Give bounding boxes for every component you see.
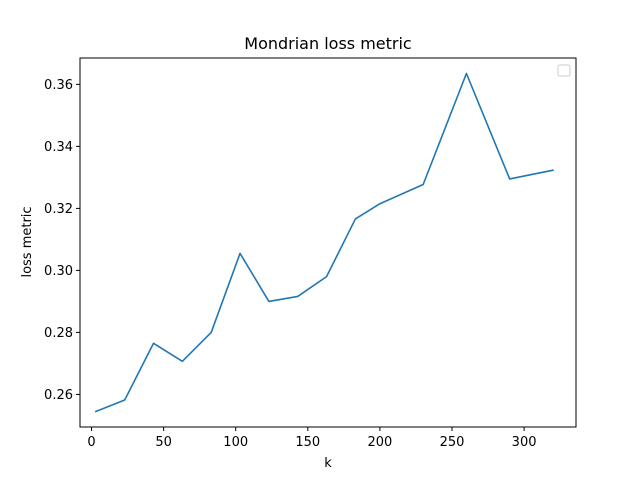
series-line bbox=[94, 72, 554, 413]
y-tick-label: 0.34 bbox=[44, 140, 73, 155]
plot-frame bbox=[79, 57, 577, 428]
y-tick-label: 0.36 bbox=[44, 78, 73, 93]
x-axis-ticks: 0 50 100 150 200 250 300 bbox=[87, 427, 537, 450]
x-tick-label: 250 bbox=[440, 435, 465, 450]
legend-box[interactable] bbox=[557, 64, 571, 77]
x-tick-label: 200 bbox=[367, 435, 392, 450]
y-tick-label: 0.26 bbox=[44, 388, 73, 403]
series-layer bbox=[94, 72, 554, 413]
y-tick-label: 0.28 bbox=[44, 326, 73, 341]
x-tick-label: 50 bbox=[155, 435, 172, 450]
y-axis-ticks: 0.26 0.28 0.30 0.32 0.34 0.36 bbox=[44, 78, 80, 403]
x-axis-label: k bbox=[324, 456, 332, 471]
x-tick-label: 0 bbox=[87, 435, 95, 450]
y-tick-label: 0.32 bbox=[44, 202, 73, 217]
x-tick-label: 300 bbox=[512, 435, 537, 450]
x-tick-label: 100 bbox=[223, 435, 248, 450]
y-axis-label: loss metric bbox=[20, 206, 35, 277]
y-tick-label: 0.30 bbox=[44, 264, 73, 279]
chart-title: Mondrian loss metric bbox=[244, 34, 411, 53]
x-tick-label: 150 bbox=[295, 435, 320, 450]
